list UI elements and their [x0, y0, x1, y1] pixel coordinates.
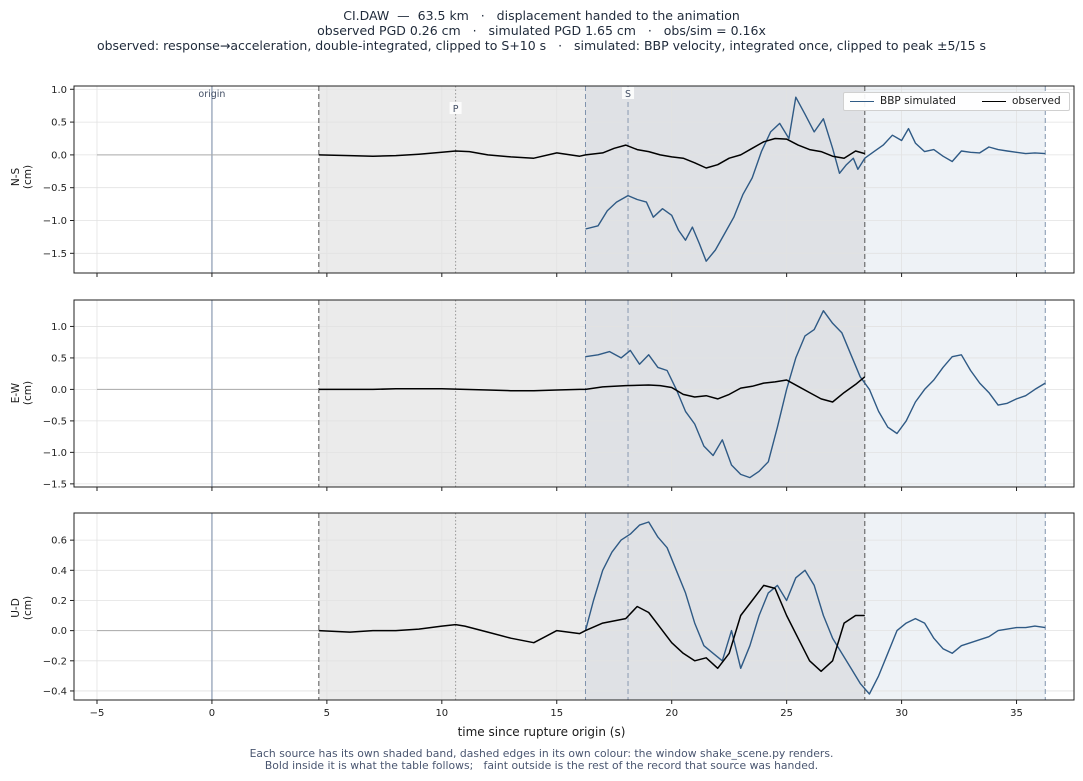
ylabel-ns-text-line-2: (cm) — [22, 164, 34, 190]
x-tick-label: 30 — [895, 708, 908, 719]
x-tick-label: −5 — [90, 708, 105, 719]
y-tick-label: 0.5 — [51, 353, 67, 364]
panel-frame — [73, 512, 1075, 701]
ylabel-ns-text: N-S (cm) — [10, 157, 34, 197]
y-tick-label: −0.2 — [43, 656, 67, 667]
overlap-window-band — [585, 513, 865, 700]
overlap-window-band — [585, 86, 865, 273]
series-line-simulated — [585, 96, 1046, 262]
panel-u-d: 0.6 0.4 0.2 0.0 −0.2 −0.4 −5 0 5 10 15 20 25 30 35 — [43, 512, 1075, 719]
observed-window-band — [318, 513, 586, 700]
ylabel-ns-text-line-1: N-S — [10, 167, 22, 187]
p-label: P — [453, 104, 459, 115]
ylabel-ew-text: E-W (cm) — [10, 373, 34, 413]
series-line-simulated — [584, 521, 1046, 695]
y-tick-label: 0.6 — [51, 536, 67, 547]
y-tick-label: 0.2 — [51, 596, 67, 607]
ylabel-ud-text: U-D (cm) — [10, 588, 34, 628]
legend-item-simulated: BBP simulated — [850, 95, 956, 108]
origin-label: origin — [198, 89, 225, 100]
series-line-observed — [318, 376, 866, 403]
observed-window-band — [318, 86, 586, 273]
simulated-window-band — [864, 300, 1046, 487]
overlap-window-band — [585, 300, 865, 487]
x-axis-label: time since rupture origin (s) — [457, 725, 626, 739]
s-label: S — [625, 89, 631, 100]
y-tick-label: −0.5 — [43, 183, 67, 194]
y-tick-label: −1.5 — [43, 249, 67, 260]
ylabel-ud-text-line-2: (cm) — [22, 595, 34, 621]
panel-e-w: 1.0 0.5 0.0 −0.5 −1.0 −1.5 — [43, 299, 1075, 491]
legend-label-observed: observed — [1012, 95, 1061, 107]
y-tick-label: 0.0 — [51, 150, 67, 161]
panel-frame — [73, 85, 1075, 274]
ylabel-ud: U-D (cm) — [10, 588, 34, 628]
panel-frame — [73, 299, 1075, 488]
x-tick-label: 20 — [665, 708, 678, 719]
y-tick-label: −1.0 — [43, 448, 67, 459]
chart-title-line-1: CI.DAW — 63.5 km · displacement handed t… — [343, 8, 740, 23]
series-line-observed — [318, 137, 866, 169]
legend-line-simulated — [850, 100, 874, 102]
p-label-bg — [449, 102, 462, 114]
chart-title-line-2: observed PGD 0.26 cm · simulated PGD 1.6… — [317, 23, 766, 38]
y-tick-label: −0.4 — [43, 686, 67, 697]
x-tick-label: 25 — [780, 708, 793, 719]
x-tick-label: 10 — [435, 708, 448, 719]
ylabel-ew-text-line-2: (cm) — [22, 380, 34, 406]
x-tick-label: 5 — [324, 708, 330, 719]
chart-title-line-3: observed: response→acceleration, double-… — [96, 38, 987, 53]
footnote-line-1: Each source has its own shaded band, das… — [249, 747, 834, 760]
panel-n-s: 1.0 0.5 0.0 −0.5 −1.0 −1.5 origin P S — [43, 85, 1075, 277]
x-tick-label: 15 — [550, 708, 563, 719]
ylabel-ns: N-S (cm) — [10, 157, 34, 197]
y-tick-label: −0.5 — [43, 416, 67, 427]
simulated-window-band — [864, 86, 1046, 273]
y-tick-label: 0.0 — [51, 385, 67, 396]
observed-window-band — [318, 300, 586, 487]
y-tick-label: −1.0 — [43, 216, 67, 227]
footnote-line-2: Bold inside it is what the table follows… — [264, 759, 819, 772]
legend-line-observed — [982, 100, 1006, 102]
ylabel-ew: E-W (cm) — [10, 373, 34, 413]
legend: BBP simulated observed — [843, 92, 1070, 111]
y-tick-label: 1.0 — [51, 85, 67, 96]
series-line-simulated — [585, 310, 1046, 479]
x-tick-label: 0 — [209, 708, 215, 719]
y-tick-label: 0.5 — [51, 118, 67, 129]
legend-label-simulated: BBP simulated — [880, 95, 956, 107]
ylabel-ud-text-line-1: U-D — [10, 598, 22, 618]
series-line-observed — [318, 584, 865, 673]
y-tick-label: 1.0 — [51, 322, 67, 333]
y-tick-label: 0.0 — [51, 626, 67, 637]
x-tick-label: 35 — [1010, 708, 1023, 719]
ylabel-ew-text-line-1: E-W — [10, 382, 22, 404]
y-tick-label: 0.4 — [51, 566, 67, 577]
s-label-bg — [622, 87, 635, 99]
legend-item-observed: observed — [982, 95, 1061, 108]
y-tick-label: −1.5 — [43, 479, 67, 490]
simulated-window-band — [864, 513, 1046, 700]
